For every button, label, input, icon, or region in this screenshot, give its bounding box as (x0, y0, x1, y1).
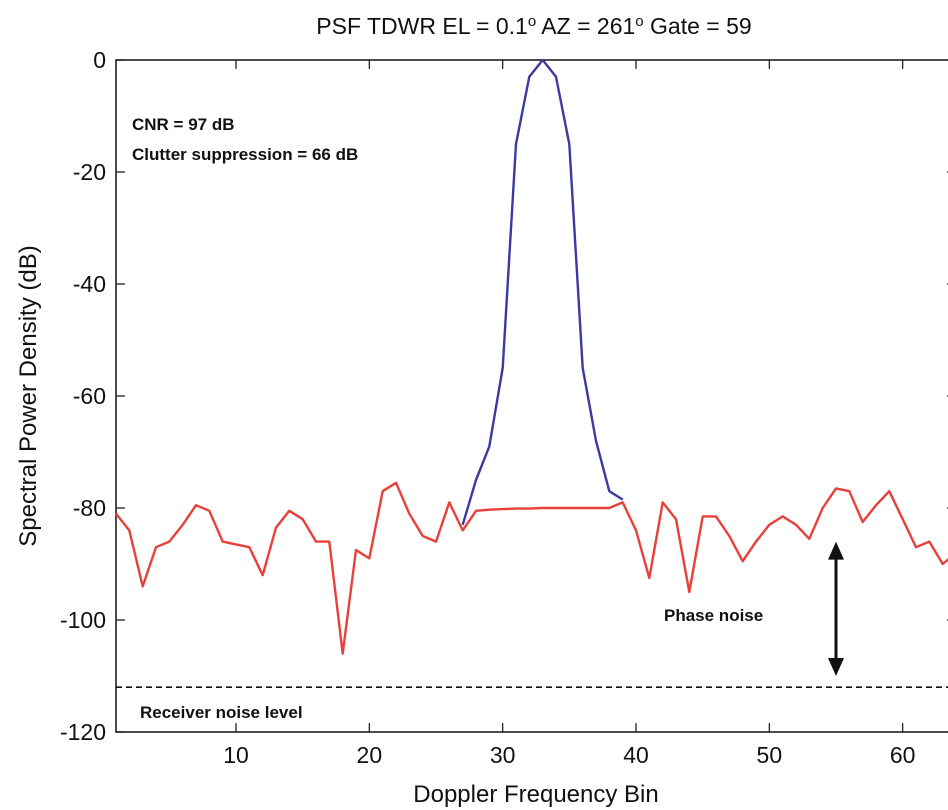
x-tick-label: 20 (357, 742, 383, 768)
series-line-0 (115, 481, 948, 655)
x-tick-label: 50 (757, 742, 783, 768)
series-line-1 (461, 58, 624, 526)
phase-noise-annotation: Phase noise (664, 606, 763, 625)
cnr-annotation: CNR = 97 dB (132, 115, 235, 134)
x-axis-label: Doppler Frequency Bin (413, 781, 658, 808)
x-tick-label: 10 (223, 742, 249, 768)
y-tick-label: -120 (60, 719, 106, 745)
x-tick-label: 60 (890, 742, 916, 768)
phase-noise-arrow-head-up (828, 541, 844, 560)
y-tick-label: -40 (73, 271, 106, 297)
phase-noise-arrow-head-down (828, 658, 844, 676)
x-tick-label: 30 (490, 742, 516, 768)
phase-noise-arrow-layer (828, 541, 844, 676)
receiver-noise-annotation: Receiver noise level (140, 703, 303, 722)
axis-ticks: 10 20 30 40 50 60 0 -20 -40 -60 -80 -100 -120 (60, 47, 948, 768)
x-tick-label: 40 (623, 742, 649, 768)
clutter-suppression-annotation: Clutter suppression = 66 dB (132, 145, 358, 164)
y-tick-label: -80 (73, 495, 106, 521)
y-tick-label: -100 (60, 607, 106, 633)
series-layer (115, 58, 948, 655)
y-tick-label: 0 (93, 47, 106, 73)
y-tick-label: -60 (73, 383, 106, 409)
y-tick-label: -20 (73, 159, 106, 185)
y-axis-label: Spectral Power Density (dB) (15, 245, 42, 546)
chart-title: PSF TDWR EL = 0.1o AZ = 261o Gate = 59 (316, 13, 751, 40)
